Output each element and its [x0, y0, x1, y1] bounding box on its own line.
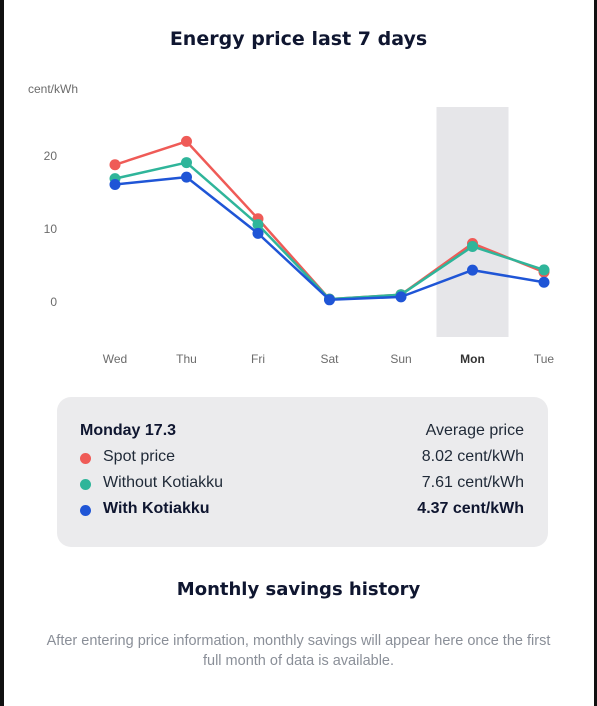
energy-price-chart[interactable]: cent/kWh 0 10 20 Wed Thu Fri Sat Sun Mon Tue	[0, 70, 597, 380]
summary-row-without: Without Kotiakku 7.61 cent/kWh	[57, 474, 548, 500]
summary-header-row: Monday 17.3 Average price	[57, 422, 548, 448]
data-point-series-1	[181, 157, 192, 169]
y-tick-label: 0	[50, 295, 57, 309]
data-point-series-1	[538, 264, 550, 276]
x-tick-label: Wed	[103, 352, 127, 366]
data-point-series-0	[181, 135, 192, 147]
data-point-series-1	[252, 219, 264, 231]
x-tick-label: Tue	[534, 352, 555, 366]
data-point-series-2	[252, 227, 264, 239]
x-tick-label: Sun	[390, 352, 411, 366]
data-point-series-0	[109, 159, 121, 171]
data-point-series-2	[395, 291, 407, 303]
summary-row-name: Spot price	[103, 448, 176, 465]
savings-title: Monthly savings history	[176, 579, 421, 600]
data-point-series-2	[467, 264, 478, 276]
summary-row-value: 8.02 cent/kWh	[421, 448, 524, 465]
x-tick-label: Fri	[251, 352, 265, 366]
x-tick-label: Mon	[460, 352, 485, 366]
right-edge	[594, 0, 597, 706]
summary-row-name: With Kotiakku	[103, 500, 210, 517]
without-kotiakku-dot	[80, 479, 91, 490]
spot-price-dot	[80, 453, 91, 464]
savings-note: After entering price information, monthl…	[46, 633, 551, 669]
summary-row-name: Without Kotiakku	[103, 474, 224, 491]
selected-day-highlight	[436, 107, 509, 337]
y-tick-label: 10	[44, 222, 58, 236]
summary-row-value: 4.37 cent/kWh	[417, 500, 524, 517]
average-price-label: Average price	[425, 422, 524, 439]
data-point-series-2	[181, 171, 192, 183]
price-summary-card: Monday 17.3 Average price Spot price 8.0…	[57, 397, 548, 547]
summary-row-value: 7.61 cent/kWh	[421, 474, 524, 491]
summary-row-with: With Kotiakku 4.37 cent/kWh	[57, 500, 548, 526]
data-point-series-2	[538, 276, 550, 288]
data-point-series-2	[109, 178, 121, 190]
data-point-series-1	[467, 240, 478, 252]
x-tick-label: Sat	[320, 352, 339, 366]
left-edge	[0, 0, 4, 706]
y-tick-label: 20	[44, 149, 58, 163]
y-axis-unit-label: cent/kWh	[28, 82, 78, 96]
chart-title: Energy price last 7 days	[169, 28, 428, 50]
data-point-series-2	[324, 294, 335, 306]
summary-date: Monday 17.3	[80, 422, 177, 439]
with-kotiakku-dot	[80, 505, 91, 516]
summary-row-spot: Spot price 8.02 cent/kWh	[57, 448, 548, 474]
x-tick-label: Thu	[176, 352, 197, 366]
